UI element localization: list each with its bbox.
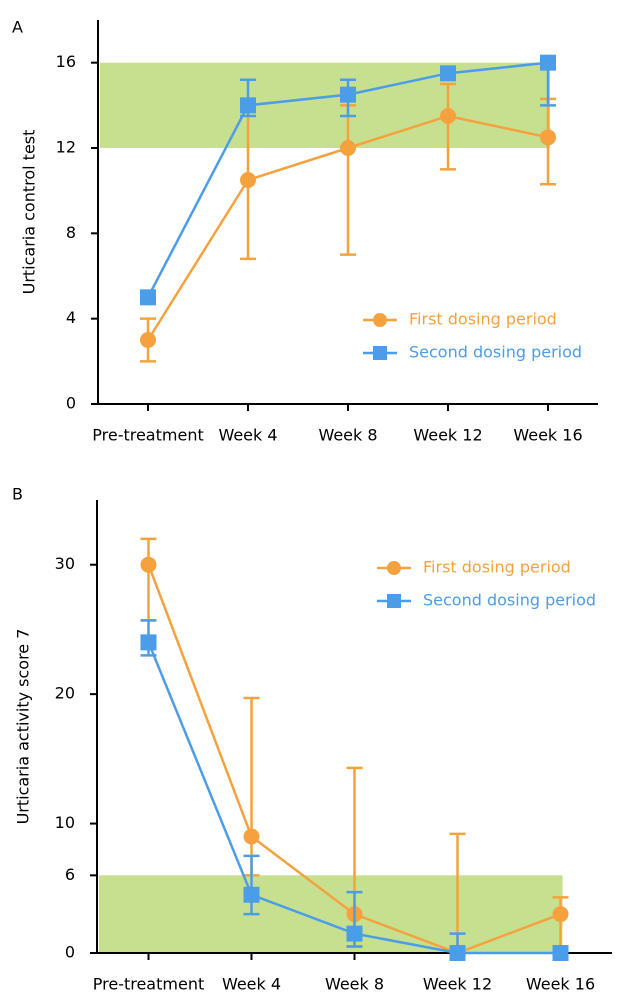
legend-label: First dosing period xyxy=(423,558,571,577)
marker xyxy=(552,906,569,923)
marker xyxy=(540,129,556,146)
legend-marker xyxy=(387,594,401,608)
legend-label: First dosing period xyxy=(409,310,557,329)
marker xyxy=(346,925,363,942)
x-tick-label: Week 8 xyxy=(325,975,384,993)
legend-marker xyxy=(373,346,387,360)
marker xyxy=(240,97,256,114)
marker xyxy=(243,886,260,903)
y-tick-label: 10 xyxy=(55,813,75,832)
marker xyxy=(140,556,157,573)
marker xyxy=(140,289,156,306)
y-tick-label: 12 xyxy=(56,138,76,157)
legend-label: Second dosing period xyxy=(423,591,596,610)
y-tick-label: 8 xyxy=(66,223,76,242)
marker xyxy=(440,65,456,82)
x-tick-label: Week 12 xyxy=(423,975,492,993)
y-tick-label: 16 xyxy=(56,52,76,71)
marker xyxy=(140,332,156,348)
marker xyxy=(243,828,260,845)
x-tick-label: Week 8 xyxy=(318,426,377,445)
marker xyxy=(340,140,356,156)
error-bar xyxy=(243,854,260,916)
marker xyxy=(240,172,256,188)
marker xyxy=(440,108,456,124)
panel-label: B xyxy=(12,485,23,504)
y-tick-label: 0 xyxy=(66,394,76,413)
reference-band xyxy=(99,875,563,953)
x-tick-label: Week 16 xyxy=(513,426,582,445)
x-tick-label: Week 12 xyxy=(413,426,482,445)
y-axis-title: Urticaria activity score 7 xyxy=(14,629,33,825)
y-axis-title: Urticaria control test xyxy=(20,130,39,295)
y-tick-label: 4 xyxy=(66,308,76,327)
marker xyxy=(449,945,466,961)
legend-marker xyxy=(387,561,401,575)
legend-label: Second dosing period xyxy=(409,343,582,362)
legend-marker xyxy=(373,313,387,327)
error-bar xyxy=(440,82,456,171)
reference-band xyxy=(100,62,550,148)
y-tick-label: 20 xyxy=(55,684,75,703)
x-tick-label: Pre-treatment xyxy=(92,426,203,445)
marker xyxy=(140,634,157,651)
marker xyxy=(340,86,356,103)
y-tick-label: 0 xyxy=(65,943,75,962)
x-tick-label: Pre-treatment xyxy=(93,975,204,993)
marker xyxy=(540,54,556,71)
y-tick-label: 6 xyxy=(65,865,75,884)
x-tick-label: Week 4 xyxy=(218,426,277,445)
x-tick-label: Week 4 xyxy=(222,975,281,993)
x-tick-label: Week 16 xyxy=(526,975,595,993)
marker xyxy=(552,945,569,961)
panel-label: A xyxy=(12,18,23,37)
y-tick-label: 30 xyxy=(55,554,75,573)
error-bar xyxy=(243,696,260,877)
